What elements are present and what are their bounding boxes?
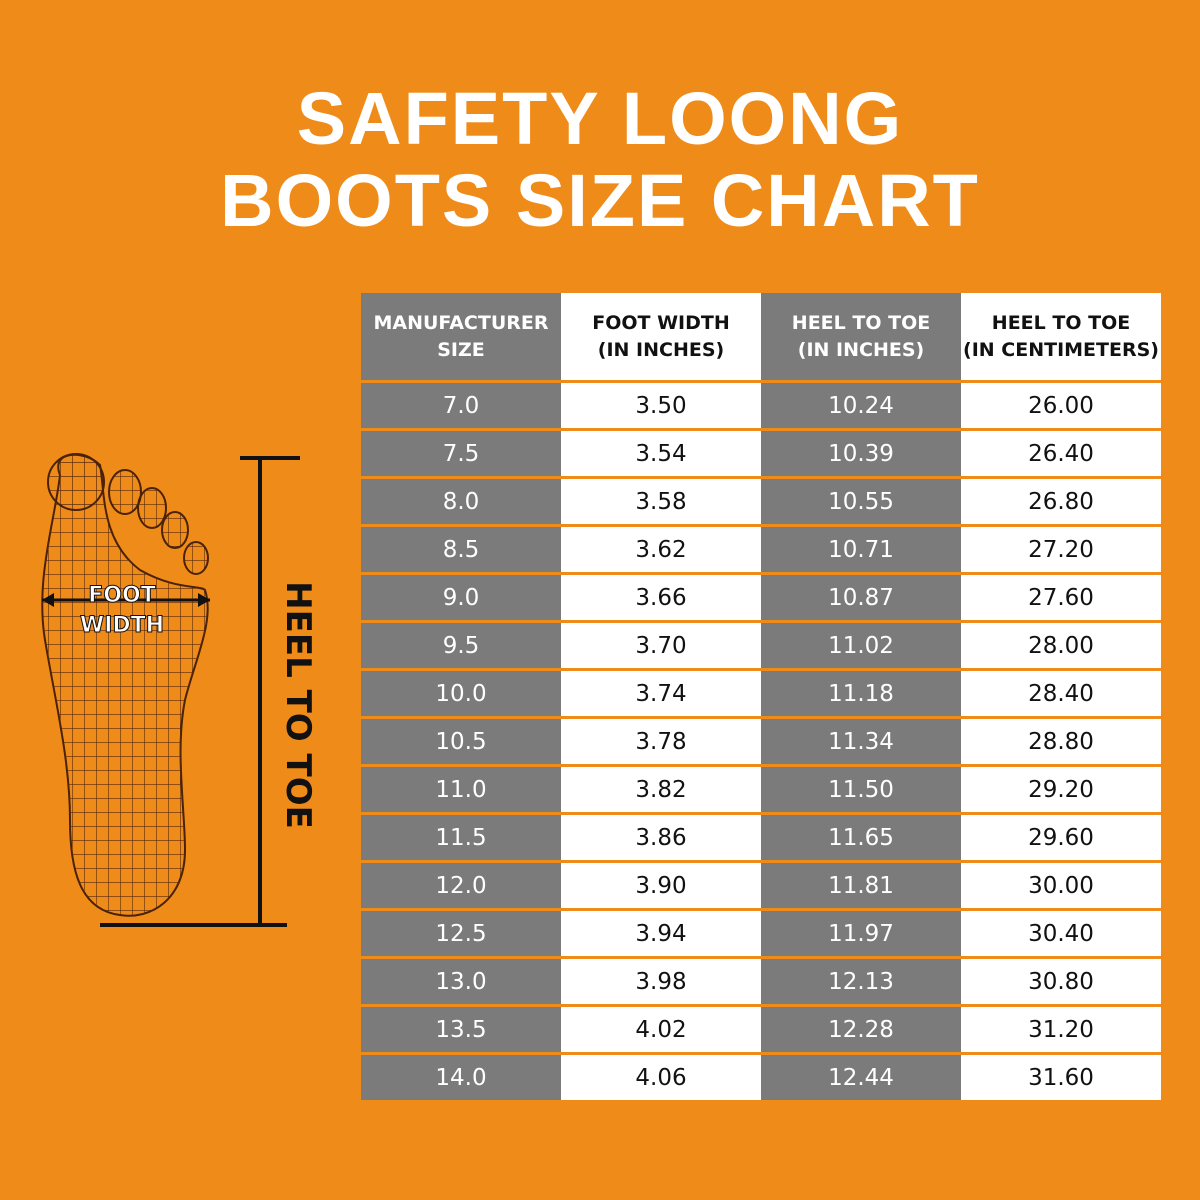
width-label: WIDTH	[80, 613, 164, 638]
table-cell: 10.87	[761, 575, 961, 620]
table-cell: 3.78	[561, 719, 761, 764]
table-cell: 10.55	[761, 479, 961, 524]
table-row: 8.0 3.58 10.55 26.80	[361, 479, 1161, 524]
table-cell: 13.5	[361, 1007, 561, 1052]
table-cell: 11.02	[761, 623, 961, 668]
table-cell: 31.20	[961, 1007, 1161, 1052]
table-cell: 12.28	[761, 1007, 961, 1052]
table-cell: 11.5	[361, 815, 561, 860]
table-cell: 7.0	[361, 383, 561, 428]
table-cell: 3.98	[561, 959, 761, 1004]
table-cell: 10.24	[761, 383, 961, 428]
table-cell: 27.60	[961, 575, 1161, 620]
table-row: 10.5 3.78 11.34 28.80	[361, 719, 1161, 764]
table-cell: 28.00	[961, 623, 1161, 668]
header-cell: HEEL TO TOE (IN INCHES)	[761, 293, 961, 380]
table-cell: 27.20	[961, 527, 1161, 572]
table-cell: 26.40	[961, 431, 1161, 476]
table-row: 9.5 3.70 11.02 28.00	[361, 623, 1161, 668]
table-row: 13.5 4.02 12.28 31.20	[361, 1007, 1161, 1052]
table-cell: 3.74	[561, 671, 761, 716]
table-cell: 7.5	[361, 431, 561, 476]
table-cell: 3.58	[561, 479, 761, 524]
table-cell: 11.0	[361, 767, 561, 812]
table-cell: 10.0	[361, 671, 561, 716]
length-label: HEEL TO TOE	[278, 581, 318, 829]
table-cell: 9.5	[361, 623, 561, 668]
header-text: FOOT WIDTH	[592, 311, 730, 334]
table-cell: 28.80	[961, 719, 1161, 764]
table-cell: 11.34	[761, 719, 961, 764]
foot-illustration: FOOT WIDTH HEEL TO TOE	[41, 453, 318, 927]
table-cell: 12.44	[761, 1055, 961, 1100]
table-cell: 9.0	[361, 575, 561, 620]
table-row: 12.0 3.90 11.81 30.00	[361, 863, 1161, 908]
table-cell: 3.50	[561, 383, 761, 428]
table-cell: 10.5	[361, 719, 561, 764]
table-cell: 10.39	[761, 431, 961, 476]
table-cell: 3.94	[561, 911, 761, 956]
table-cell: 8.0	[361, 479, 561, 524]
size-table: MANUFACTURER SIZE FOOT WIDTH (IN INCHES) HEE…	[361, 293, 1161, 1103]
header-cell: FOOT WIDTH (IN INCHES)	[561, 293, 761, 380]
table-row: 10.0 3.74 11.18 28.40	[361, 671, 1161, 716]
header-cell: MANUFACTURER SIZE	[361, 293, 561, 380]
table-cell: 3.70	[561, 623, 761, 668]
table-cell: 14.0	[361, 1055, 561, 1100]
table-cell: 30.80	[961, 959, 1161, 1004]
header-text: (IN CENTIMETERS)	[963, 338, 1159, 361]
title-line: BOOTS SIZE CHART	[220, 159, 980, 242]
table-cell: 29.60	[961, 815, 1161, 860]
width-label: FOOT	[88, 583, 155, 608]
title: SAFETY LOONG BOOTS SIZE CHART	[0, 78, 1200, 242]
table-cell: 3.86	[561, 815, 761, 860]
table-row: 7.5 3.54 10.39 26.40	[361, 431, 1161, 476]
table-cell: 28.40	[961, 671, 1161, 716]
table-cell: 29.20	[961, 767, 1161, 812]
title-line: SAFETY LOONG	[296, 77, 904, 160]
table-row: 11.0 3.82 11.50 29.20	[361, 767, 1161, 812]
table-cell: 4.02	[561, 1007, 761, 1052]
table-cell: 3.66	[561, 575, 761, 620]
table-cell: 31.60	[961, 1055, 1161, 1100]
table-cell: 12.13	[761, 959, 961, 1004]
table-cell: 11.50	[761, 767, 961, 812]
table-cell: 26.00	[961, 383, 1161, 428]
table-cell: 30.40	[961, 911, 1161, 956]
foot	[41, 453, 209, 917]
table-row: 9.0 3.66 10.87 27.60	[361, 575, 1161, 620]
table-cell: 3.90	[561, 863, 761, 908]
header-row: MANUFACTURER SIZE FOOT WIDTH (IN INCHES) HEE…	[361, 293, 1161, 380]
table-cell: 11.18	[761, 671, 961, 716]
header-text: SIZE	[437, 338, 485, 361]
table-row: 14.0 4.06 12.44 31.60	[361, 1055, 1161, 1100]
table-row: 7.0 3.50 10.24 26.00	[361, 383, 1161, 428]
header-cell: HEEL TO TOE (IN CENTIMETERS)	[961, 293, 1161, 380]
table-cell: 13.0	[361, 959, 561, 1004]
table-cell: 11.81	[761, 863, 961, 908]
table-cell: 3.62	[561, 527, 761, 572]
header-text: MANUFACTURER	[373, 311, 549, 334]
header-text: (IN INCHES)	[797, 338, 925, 361]
header-text: HEEL TO TOE	[991, 311, 1131, 334]
table-cell: 3.54	[561, 431, 761, 476]
table-cell: 11.97	[761, 911, 961, 956]
table-cell: 12.5	[361, 911, 561, 956]
table-cell: 12.0	[361, 863, 561, 908]
table-cell: 10.71	[761, 527, 961, 572]
table-cell: 26.80	[961, 479, 1161, 524]
table-cell: 8.5	[361, 527, 561, 572]
table-cell: 4.06	[561, 1055, 761, 1100]
table-row: 11.5 3.86 11.65 29.60	[361, 815, 1161, 860]
table-row: 13.0 3.98 12.13 30.80	[361, 959, 1161, 1004]
table-cell: 30.00	[961, 863, 1161, 908]
header-text: HEEL TO TOE	[791, 311, 931, 334]
table-cell: 11.65	[761, 815, 961, 860]
header-text: (IN INCHES)	[597, 338, 725, 361]
table-row: 8.5 3.62 10.71 27.20	[361, 527, 1161, 572]
table-row: 12.5 3.94 11.97 30.40	[361, 911, 1161, 956]
table-cell: 3.82	[561, 767, 761, 812]
